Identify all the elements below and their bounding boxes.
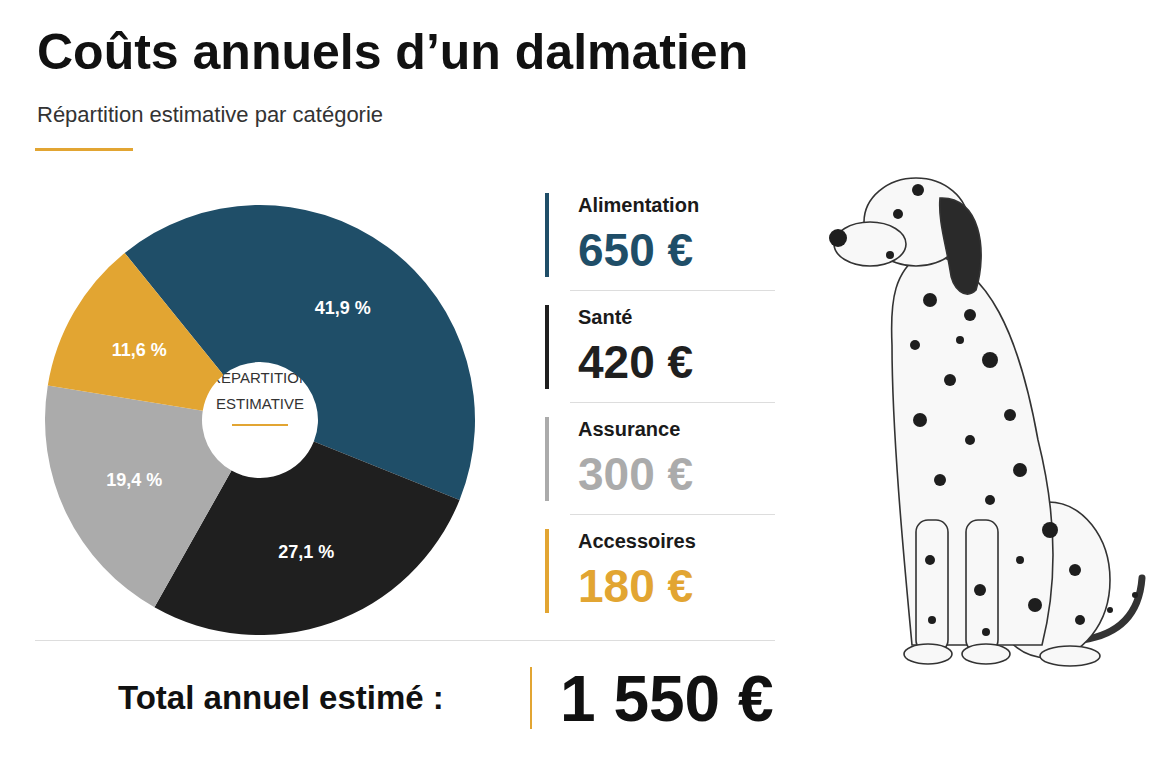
svg-text:Accessoires: Accessoires (578, 530, 696, 552)
svg-text:RÉPARTITION: RÉPARTITION (210, 368, 310, 386)
svg-text:11,6 %: 11,6 % (112, 340, 167, 360)
svg-text:650 €: 650 € (578, 224, 693, 276)
svg-text:300 €: 300 € (578, 448, 693, 500)
svg-text:Répartition estimative par cat: Répartition estimative par catégorie (37, 102, 383, 127)
svg-text:Assurance: Assurance (578, 418, 680, 440)
svg-text:Santé: Santé (578, 306, 632, 328)
svg-text:19,4 %: 19,4 % (106, 470, 162, 490)
svg-text:180 €: 180 € (578, 560, 693, 612)
svg-text:Alimentation: Alimentation (578, 194, 699, 216)
svg-text:1 550 €: 1 550 € (560, 663, 774, 735)
svg-text:27,1 %: 27,1 % (278, 542, 334, 562)
svg-text:41,9 %: 41,9 % (315, 298, 371, 318)
svg-text:ESTIMATIVE: ESTIMATIVE (216, 395, 304, 412)
svg-text:420 €: 420 € (578, 336, 693, 388)
svg-text:Coûts annuels d’un dalmatien: Coûts annuels d’un dalmatien (37, 24, 748, 80)
svg-text:Total annuel estimé :: Total annuel estimé : (118, 679, 444, 716)
